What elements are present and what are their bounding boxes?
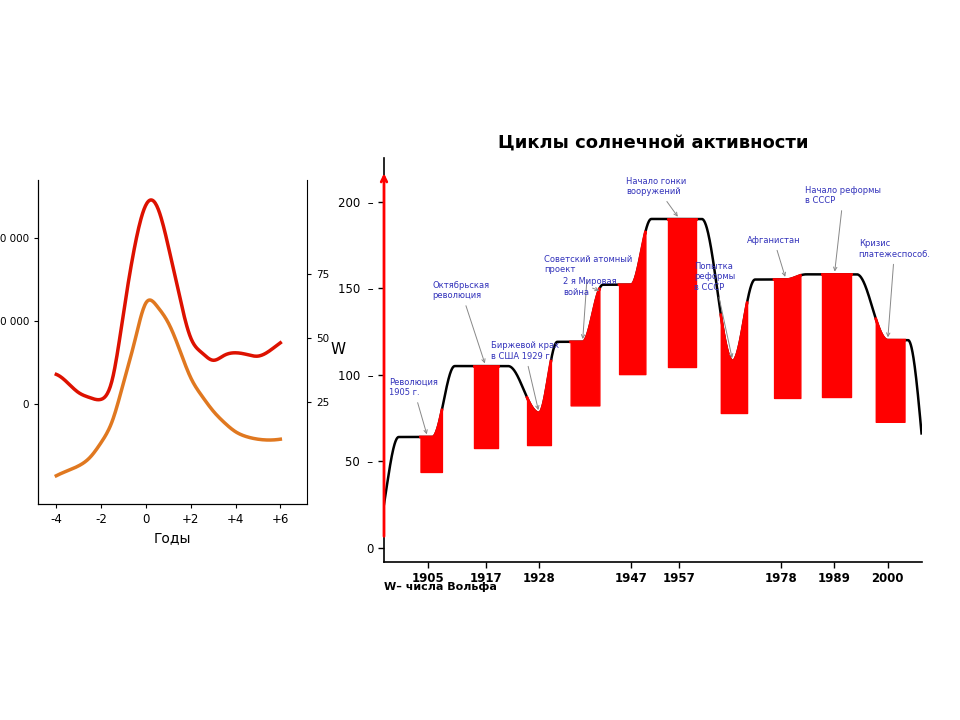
Text: W– числа Вольфа: W– числа Вольфа	[384, 582, 497, 593]
Text: Начало гонки
вооружений: Начало гонки вооружений	[626, 177, 686, 216]
Title: Циклы солнечной активности: Циклы солнечной активности	[497, 133, 808, 151]
X-axis label: Годы: Годы	[154, 531, 192, 546]
Text: Начало реформы
в СССР: Начало реформы в СССР	[805, 186, 881, 271]
Y-axis label: W: W	[330, 342, 346, 357]
Text: Попытка
реформы
в СССР: Попытка реформы в СССР	[694, 262, 735, 357]
Text: Советский атомный
проект: Советский атомный проект	[543, 255, 632, 338]
Text: Афганистан: Афганистан	[747, 236, 801, 276]
Text: 2 я Мировая
война: 2 я Мировая война	[564, 277, 617, 297]
Text: Кризис
платежеспособ.: Кризис платежеспособ.	[858, 239, 930, 336]
Text: Революция
1905 г.: Революция 1905 г.	[389, 378, 438, 433]
Text: Биржевой крах
в США 1929 г.: Биржевой крах в США 1929 г.	[491, 341, 559, 409]
Text: Октябрьская
революция: Октябрьская революция	[432, 281, 490, 362]
